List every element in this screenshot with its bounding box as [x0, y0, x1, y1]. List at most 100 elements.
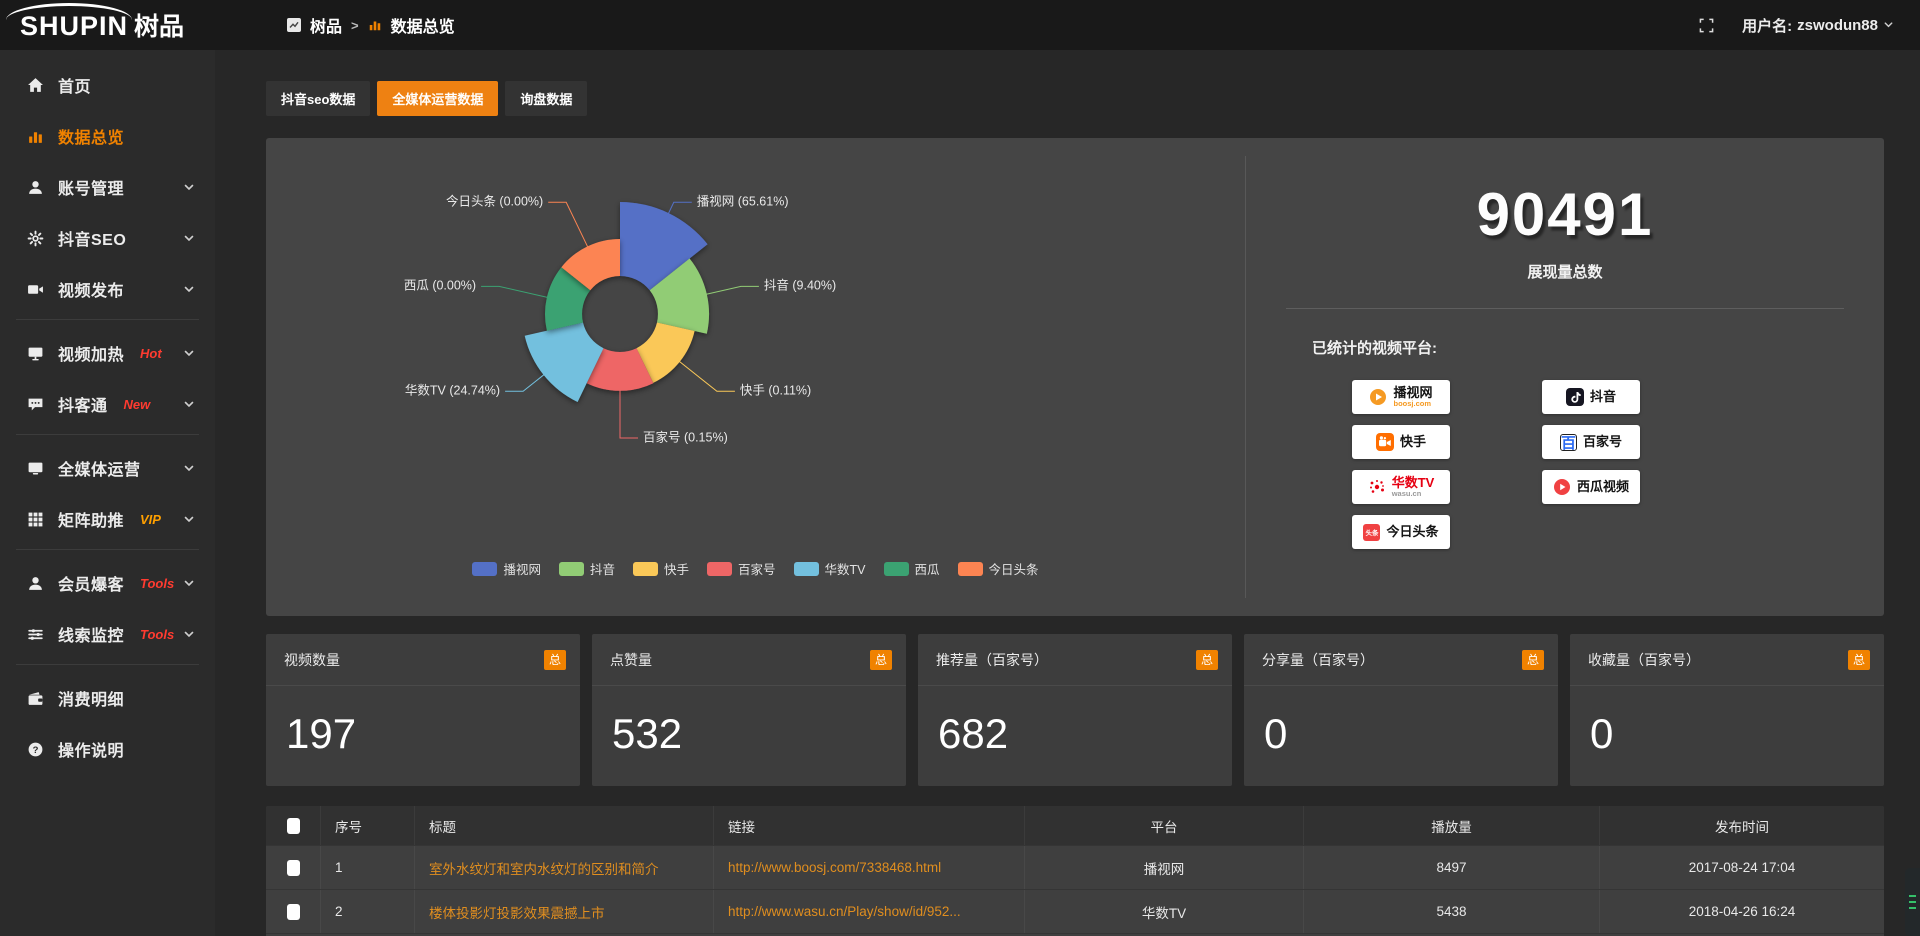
chevron-down-icon: [183, 181, 195, 193]
legend-item-5[interactable]: 西瓜: [883, 559, 940, 578]
chevron-down-icon: [183, 462, 195, 474]
select-all-checkbox[interactable]: [286, 817, 300, 834]
sidebar-item-tag: Tools: [140, 626, 175, 642]
legend-swatch: [632, 561, 658, 576]
stat-card-header: 点赞量 总: [592, 634, 906, 686]
sidebar-item-media-ops[interactable]: 全媒体运营: [0, 447, 215, 489]
legend-item-4[interactable]: 华数TV: [793, 559, 866, 578]
user-icon: [26, 179, 44, 196]
row-checkbox-cell: [266, 890, 321, 933]
stat-card-title: 点赞量: [610, 651, 652, 668]
video-icon: [26, 281, 44, 298]
legend-swatch: [883, 561, 909, 576]
summary-divider: [1286, 308, 1844, 309]
pie-slice-0[interactable]: [620, 202, 708, 291]
legend-item-1[interactable]: 抖音: [558, 559, 615, 578]
sidebar-item-label: 视频加热: [58, 347, 125, 364]
username-prefix: 用户名:: [1742, 17, 1793, 35]
sidebar-item-home[interactable]: 首页: [0, 64, 215, 106]
cell-plays: 5438: [1304, 890, 1600, 933]
member-icon: [26, 575, 44, 592]
tab-douyin-seo-data[interactable]: 抖音seo数据: [266, 81, 371, 116]
row-checkbox[interactable]: [286, 859, 300, 876]
breadcrumb-current-icon: [368, 18, 382, 32]
cell-title: 楼体投影灯投影效果震撼上市: [415, 890, 714, 933]
stat-card-recommends: 推荐量（百家号） 总 682: [918, 634, 1232, 786]
tab-media-ops-data[interactable]: 全媒体运营数据: [377, 81, 499, 116]
stat-card-likes: 点赞量 总 532: [592, 634, 906, 786]
monitor-icon: [26, 460, 44, 477]
tab-inquiry-data[interactable]: 询盘数据: [505, 81, 588, 116]
sidebar-item-member-burst[interactable]: 会员爆客 Tools: [0, 562, 215, 604]
pie-slice-4[interactable]: [524, 322, 604, 403]
stat-card-header: 收藏量（百家号） 总: [1570, 634, 1884, 686]
header-checkbox-cell: [266, 806, 321, 845]
sidebar-item-video-publish[interactable]: 视频发布: [0, 268, 215, 310]
sidebar-divider: [16, 434, 199, 435]
sidebar-item-clue-monitor[interactable]: 线索监控 Tools: [0, 613, 215, 655]
sidebar-item-account-manage[interactable]: 账号管理: [0, 166, 215, 208]
sidebar-item-douyin-seo[interactable]: 抖音SEO: [0, 217, 215, 259]
sidebar-item-douketong[interactable]: 抖客通 New: [0, 383, 215, 425]
legend-item-6[interactable]: 今日头条: [957, 559, 1039, 578]
stat-card-title: 视频数量: [284, 651, 340, 668]
chevron-down-icon: [183, 283, 195, 295]
xigua-logo: [1553, 478, 1571, 496]
pie-slice-2[interactable]: [636, 322, 695, 383]
screen-icon: [26, 345, 44, 362]
sidebar-item-matrix-boost[interactable]: 矩阵助推 VIP: [0, 498, 215, 540]
video-title-link[interactable]: 室外水纹灯和室内水纹灯的区别和简介: [429, 861, 659, 877]
sidebar-item-label: 线索监控: [58, 628, 125, 645]
legend-item-0[interactable]: 播视网: [472, 559, 541, 578]
video-url-link[interactable]: http://www.wasu.cn/Play/show/id/952...: [728, 904, 961, 919]
legend-swatch: [472, 561, 498, 576]
sidebar-item-data-overview[interactable]: 数据总览: [0, 115, 215, 157]
platform-badge-column-2: 抖音百百家号 西瓜视频: [1516, 380, 1666, 549]
pie-slice-1[interactable]: [649, 258, 710, 334]
sidebar-item-tag: Hot: [140, 345, 162, 361]
breadcrumb-current: 数据总览: [390, 19, 455, 36]
pie-slice-3[interactable]: [586, 348, 654, 391]
pie-slice-5[interactable]: [545, 267, 591, 331]
sidebar-item-video-heat[interactable]: 视频加热 Hot: [0, 332, 215, 374]
cell-title: 室外水纹灯和室内水纹灯的区别和简介: [415, 846, 714, 889]
platform-name: 今日头条: [1386, 523, 1439, 539]
breadcrumb-root[interactable]: 树品: [310, 19, 343, 36]
cell-platform: 播视网: [1025, 846, 1304, 889]
floating-widget[interactable]: [1905, 868, 1920, 936]
legend-swatch: [558, 561, 584, 576]
header-col-link: 链接: [714, 806, 1025, 845]
video-url-link[interactable]: http://www.boosj.com/7338468.html: [728, 860, 942, 875]
stat-card-title: 分享量（百家号）: [1262, 651, 1374, 668]
header-col-plays: 播放量: [1304, 806, 1600, 845]
sidebar-item-label: 抖音SEO: [58, 232, 127, 249]
sidebar-item-tag: New: [123, 396, 151, 412]
chevron-down-icon: [183, 513, 195, 525]
pie-slice-6[interactable]: [561, 239, 620, 291]
pie-label: 快手 (0.11%): [740, 384, 811, 398]
user-menu[interactable]: 用户名: zswodun88: [1742, 15, 1894, 36]
platform-badge-kuaishou: 快手: [1352, 425, 1450, 459]
cell-plays: 8497: [1304, 846, 1600, 889]
breadcrumb-separator: >: [351, 17, 359, 33]
fullscreen-icon[interactable]: [1699, 18, 1714, 33]
legend-item-3[interactable]: 百家号: [707, 559, 776, 578]
table-row: 1 室外水纹灯和室内水纹灯的区别和简介 http://www.boosj.com/7…: [266, 846, 1884, 890]
row-checkbox[interactable]: [286, 903, 300, 920]
platform-name: 华数TV: [1391, 474, 1435, 490]
header-col-no: 序号: [321, 806, 415, 845]
total-impressions-label: 展现量总数: [1527, 264, 1603, 281]
rose-pie-chart: 播视网 (65.61%) 抖音 (9.40%) 快手 (0.11%) 百家号 (0.1…: [404, 194, 836, 445]
sidebar-item-help[interactable]: ? 操作说明: [0, 728, 215, 770]
platform-name: 西瓜视频: [1576, 478, 1629, 494]
total-impressions-value: 90491: [1476, 181, 1654, 248]
sidebar-item-label: 数据总览: [58, 130, 125, 147]
filter-icon: [26, 626, 44, 643]
sidebar-item-label: 抖客通: [58, 398, 108, 415]
stat-card-title: 收藏量（百家号）: [1588, 651, 1700, 668]
video-title-link[interactable]: 楼体投影灯投影效果震撼上市: [429, 905, 605, 921]
stat-card-value: 197: [286, 710, 357, 757]
baijiahao-logo: 百: [1559, 433, 1577, 452]
legend-item-2[interactable]: 快手: [632, 559, 689, 578]
sidebar-item-expense-detail[interactable]: 消费明细: [0, 677, 215, 719]
